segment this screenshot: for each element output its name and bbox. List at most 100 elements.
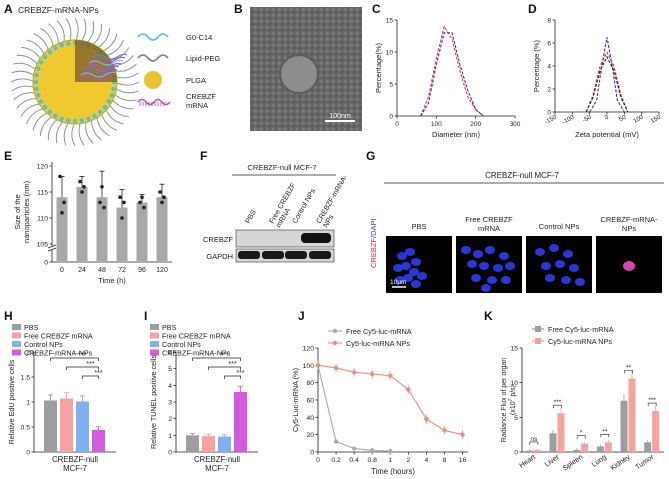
- g0c14-head: [109, 93, 114, 98]
- data-point: [162, 195, 166, 199]
- y-tick-label: 10: [510, 380, 518, 387]
- panel-letter-d: D: [528, 2, 537, 16]
- x-tick-label: 8: [443, 457, 447, 464]
- bar: [604, 442, 612, 452]
- y-tick-label: 3: [168, 400, 172, 407]
- g0c14-head: [39, 99, 44, 104]
- legend-label: G0-C14: [186, 33, 212, 42]
- peg-chain: [63, 121, 70, 146]
- peg-chain: [114, 81, 140, 86]
- y-tick-label: 0: [514, 450, 518, 457]
- nucleus: [561, 276, 571, 284]
- peg-chain: [55, 120, 65, 144]
- legend-marker: [535, 326, 541, 332]
- nucleus: [569, 264, 579, 272]
- x-tick-label: 50: [618, 113, 628, 123]
- x-tick-label: Liver: [543, 452, 561, 469]
- nucleus: [461, 246, 471, 254]
- chart-cy5-kinetics: 0 20 40 60 80 100 120 0 0.2 0.4 0.8 1 2 4 8 16 Free Cy5-…: [291, 327, 468, 476]
- bar: [644, 442, 652, 452]
- micrograph-ylabel-red: CREBZF: [369, 238, 378, 268]
- significance-bracket: [553, 404, 562, 409]
- x-tick-label: 0.4: [349, 457, 359, 464]
- g0c14-head: [66, 41, 71, 46]
- y-tick-label: 2: [168, 416, 172, 423]
- nucleus: [395, 276, 405, 284]
- data-point: [102, 205, 106, 210]
- bar: [234, 392, 247, 452]
- y-tick-label: 5: [168, 366, 172, 373]
- data-point: [80, 190, 84, 194]
- legend-swatch: [12, 324, 21, 330]
- panel-letter-b: B: [234, 2, 243, 16]
- data-point: [62, 200, 66, 205]
- peg-chain: [114, 72, 139, 79]
- legend-label: Control NPs: [24, 340, 63, 349]
- bar: [76, 186, 88, 262]
- bar: [581, 443, 589, 452]
- x-tick-label: Lung: [590, 452, 608, 469]
- significance-bracket: [576, 435, 586, 439]
- legend-label: CREBZF-mRNA-NPs: [24, 349, 93, 358]
- g0c14-head: [72, 118, 78, 124]
- x-tick-label: 4: [425, 457, 429, 464]
- y-tick-label: 2: [26, 350, 30, 357]
- western-row-gapdh: GAPDH: [206, 252, 233, 261]
- component-legend: G0-C14 Lipid-PEG PLGA CREBZF mRNA: [137, 33, 220, 110]
- panel-j: J 0 20 40 60 80 100 120 0 0.2 0.4 0.8 1 2 4 8 16 Free Cy…: [291, 309, 468, 476]
- legend-label: PBS: [24, 323, 39, 332]
- legend-label: CREBZF mRNA: [186, 92, 216, 110]
- legend-swatch: [12, 349, 21, 356]
- micrograph-images: 10μm: [386, 236, 662, 293]
- legend-label: PBS: [162, 323, 177, 332]
- g0c14-head: [79, 118, 84, 123]
- legend-label-line: PLGA: [186, 76, 206, 85]
- data-point: [100, 185, 104, 189]
- bar: [525, 450, 533, 452]
- y-tick-label: 40: [306, 415, 314, 422]
- peg-chain: [10, 78, 36, 83]
- column-label-line: NPs: [622, 224, 636, 233]
- y-tick-label: 1: [26, 400, 30, 407]
- lane-label: Control NPs: [290, 187, 317, 225]
- legend-label-line: G0-C14: [186, 33, 212, 42]
- bar: [60, 398, 73, 452]
- legend-label: CREBZF-mRNA-NPs: [162, 349, 231, 358]
- peg-chain: [16, 98, 39, 109]
- significance-label: ***: [236, 370, 244, 377]
- significance-bracket: [529, 441, 539, 445]
- significance-label: ***: [86, 361, 94, 368]
- nucleus: [545, 274, 555, 282]
- significance-bracket: [208, 366, 241, 370]
- legend-swatch: [12, 332, 21, 339]
- g0c14-head: [42, 104, 48, 110]
- panel-f: F CREBZF-null MCF-7 PBS Free CREBZFmRNACo…: [200, 149, 349, 263]
- g0c14-head: [66, 118, 71, 123]
- series-line-blue: [420, 32, 484, 117]
- g0c14-head: [33, 79, 39, 85]
- nanoparticle-illustration: [10, 17, 140, 147]
- bar: [202, 436, 215, 452]
- data-point: [138, 200, 142, 205]
- bar: [628, 378, 636, 452]
- nucleus: [409, 268, 419, 276]
- y-axis-label: Percentage (%): [532, 39, 541, 92]
- y-axis-label-sup: 7: [508, 398, 514, 401]
- panel-k: K 0 5 10 15 ns Heart *** Liver * Spleen ** Lung ** Ki…: [484, 309, 664, 472]
- bar: [136, 202, 148, 262]
- nucleus: [493, 264, 503, 272]
- lane-label: PBS: [243, 208, 258, 225]
- significance-label: ***: [94, 370, 102, 377]
- y-tick-label: 6: [168, 350, 172, 357]
- g0c14-head: [53, 113, 58, 118]
- x-axis-label-line: MCF-7: [205, 464, 229, 473]
- mrna-loop: [84, 65, 120, 72]
- x-tick-label: 0.2: [331, 457, 341, 464]
- significance-bracket: [66, 366, 99, 370]
- x-tick-label: 0.8: [367, 457, 377, 464]
- column-label: PBS: [411, 222, 426, 231]
- legend-label: Free Cy5-luc-mRNA: [346, 327, 412, 336]
- g0c14-head: [53, 46, 58, 51]
